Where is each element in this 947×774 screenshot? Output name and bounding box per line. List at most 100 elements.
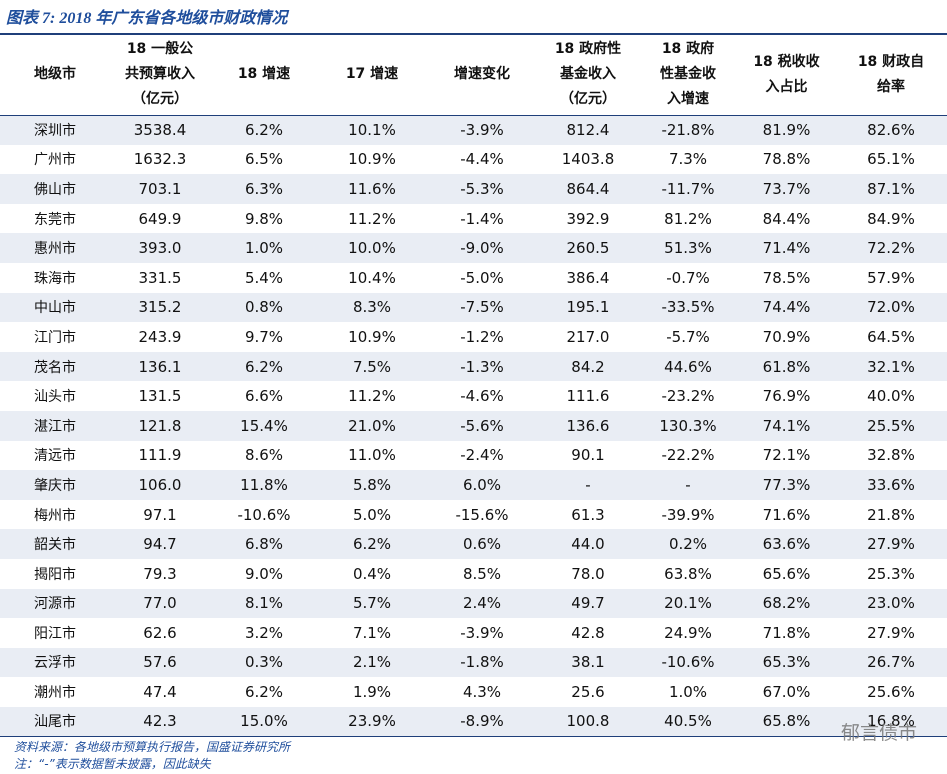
table-cell: 217.0 [566,327,610,346]
table-cell: -1.4% [460,209,504,228]
table-cell: 78.0 [571,564,605,583]
table-cell: 15.4% [240,416,288,435]
table-cell: 云浮市 [34,655,76,672]
table-cell: 6.8% [244,535,284,554]
table-cell: 812.4 [566,121,610,140]
table-cell: 44.6% [664,357,712,376]
table-cell: -5.0% [460,268,504,287]
table-cell: 10.4% [348,268,396,287]
table-cell: 25.6 [571,683,605,702]
table-cell: 33.6% [867,475,915,494]
table-row: 东莞市 649.9 9.8% 11.2% -1.4% 392.9 81.2% 84.4% 84.… [0,204,947,234]
header-line: 18 增速 [237,66,291,83]
table-cell: 84.4% [762,209,811,228]
table-cell: 111.6 [566,387,610,406]
table-cell: 49.7 [571,594,605,613]
table-cell: 河源市 [34,596,76,613]
table-row: 韶关市 94.7 6.8% 6.2% 0.6% 44.0 0.2% 63.6% 27.9% [0,529,947,559]
table-row: 广州市 1632.3 6.5% 10.9% -4.4% 1403.8 7.3% 78.8% 65… [0,145,947,175]
table-cell: 63.8% [664,564,712,583]
table-row: 清远市 111.9 8.6% 11.0% -2.4% 90.1 -22.2% 72.1% 32.… [0,441,947,471]
header-line: （亿元） [132,91,188,108]
table-cell: 6.6% [244,387,284,406]
table-cell: 6.0% [462,475,502,494]
table-cell: 315.2 [138,298,182,317]
header-row: 地级市 18 一般公 共预算收入 （亿元） 18 增速 17 增速 增速变化 18 政府性 基金… [0,34,947,115]
table-cell: 21.0% [348,416,396,435]
table-cell: 23.0% [867,594,915,613]
table-cell: 121.8 [138,416,182,435]
table-cell: 72.2% [867,239,915,258]
table-cell: 76.9% [762,387,811,406]
table-cell: 广州市 [34,152,76,169]
table-cell: 42.8 [571,623,605,642]
table-cell: 393.0 [138,239,182,258]
table-cell: 3538.4 [133,121,187,140]
table-cell: 243.9 [138,327,182,346]
table-cell: 25.6% [867,683,915,702]
table-cell: 703.1 [138,179,182,198]
table-cell: -4.4% [460,150,504,169]
table-cell: -3.9% [460,121,504,140]
table-cell: 67.0% [762,683,811,702]
table-cell: 131.5 [138,387,182,406]
table-cell: 73.7% [762,179,811,198]
table-cell: 392.9 [566,209,610,228]
table-row: 中山市 315.2 0.8% 8.3% -7.5% 195.1 -33.5% 74.4% 72.… [0,292,947,323]
table-cell: 40.0% [867,387,915,406]
table-cell: 1403.8 [561,150,615,169]
table-cell: 8.6% [244,446,284,465]
table-cell: 清远市 [34,448,76,465]
table-cell: 94.7 [143,535,177,554]
table-cell: -39.9% [661,505,715,524]
table-cell: 中山市 [34,300,76,317]
header-cell: 17 增速 [318,34,426,115]
table-cell: 6.2% [352,535,392,554]
header-line: 18 财政自 [857,53,925,70]
table-cell: 27.9% [867,535,915,554]
table-cell: 6.5% [244,150,284,169]
table-cell: 23.9% [348,712,396,731]
header-line: 18 政府性 [554,41,622,58]
table-cell: 71.4% [762,239,811,258]
table-cell: 78.8% [762,150,811,169]
table-cell: -4.6% [460,387,504,406]
table-cell: 湛江市 [34,418,76,435]
table-cell: 38.1 [571,653,605,672]
table-cell: 6.2% [244,357,284,376]
table-cell: 25.3% [867,564,915,583]
table-cell: -10.6% [661,653,715,672]
header-cell: 18 税收收 入占比 [738,34,835,115]
title: 图表 7: 2018 年广东省各地级市财政情况 [6,10,288,27]
table-cell: 195.1 [566,298,610,317]
table-cell: 649.9 [138,209,182,228]
table-cell: 茂名市 [34,359,76,376]
table-cell: 77.0 [143,594,177,613]
table-cell: 62.6 [143,623,177,642]
header-line: 入占比 [765,78,808,95]
table-cell: 386.4 [566,268,610,287]
header-line: 共预算收入 [125,66,195,83]
table-row: 云浮市 57.6 0.3% 2.1% -1.8% 38.1 -10.6% 65.3% 26.7% [0,647,947,678]
table-cell: 97.1 [143,505,177,524]
table-cell: -5.6% [460,416,504,435]
table-cell: 汕尾市 [34,714,76,731]
table-cell: 15.0% [240,712,288,731]
table-cell: 136.1 [138,357,182,376]
table-cell: 106.0 [138,475,182,494]
table-row: 汕头市 131.5 6.6% 11.2% -4.6% 111.6 -23.2% 76.9% 40… [0,381,947,411]
table-cell: 1.0% [668,683,708,702]
table-cell: 1.9% [352,683,392,702]
table-cell: 佛山市 [34,181,76,198]
table-cell: 84.2 [571,357,605,376]
table-cell: 65.8% [762,712,811,731]
table-cell: -2.4% [460,446,504,465]
header-cell: 地级市 [0,34,110,115]
table-cell: 42.3 [143,712,177,731]
table-cell: -1.8% [460,653,504,672]
table-cell: 5.0% [352,505,392,524]
table-cell: 0.2% [668,535,708,554]
table-cell: 84.9% [867,209,915,228]
table-row: 肇庆市 106.0 11.8% 5.8% 6.0% - - 77.3% 33.6% [0,470,947,500]
header-line: 增速变化 [454,66,510,83]
